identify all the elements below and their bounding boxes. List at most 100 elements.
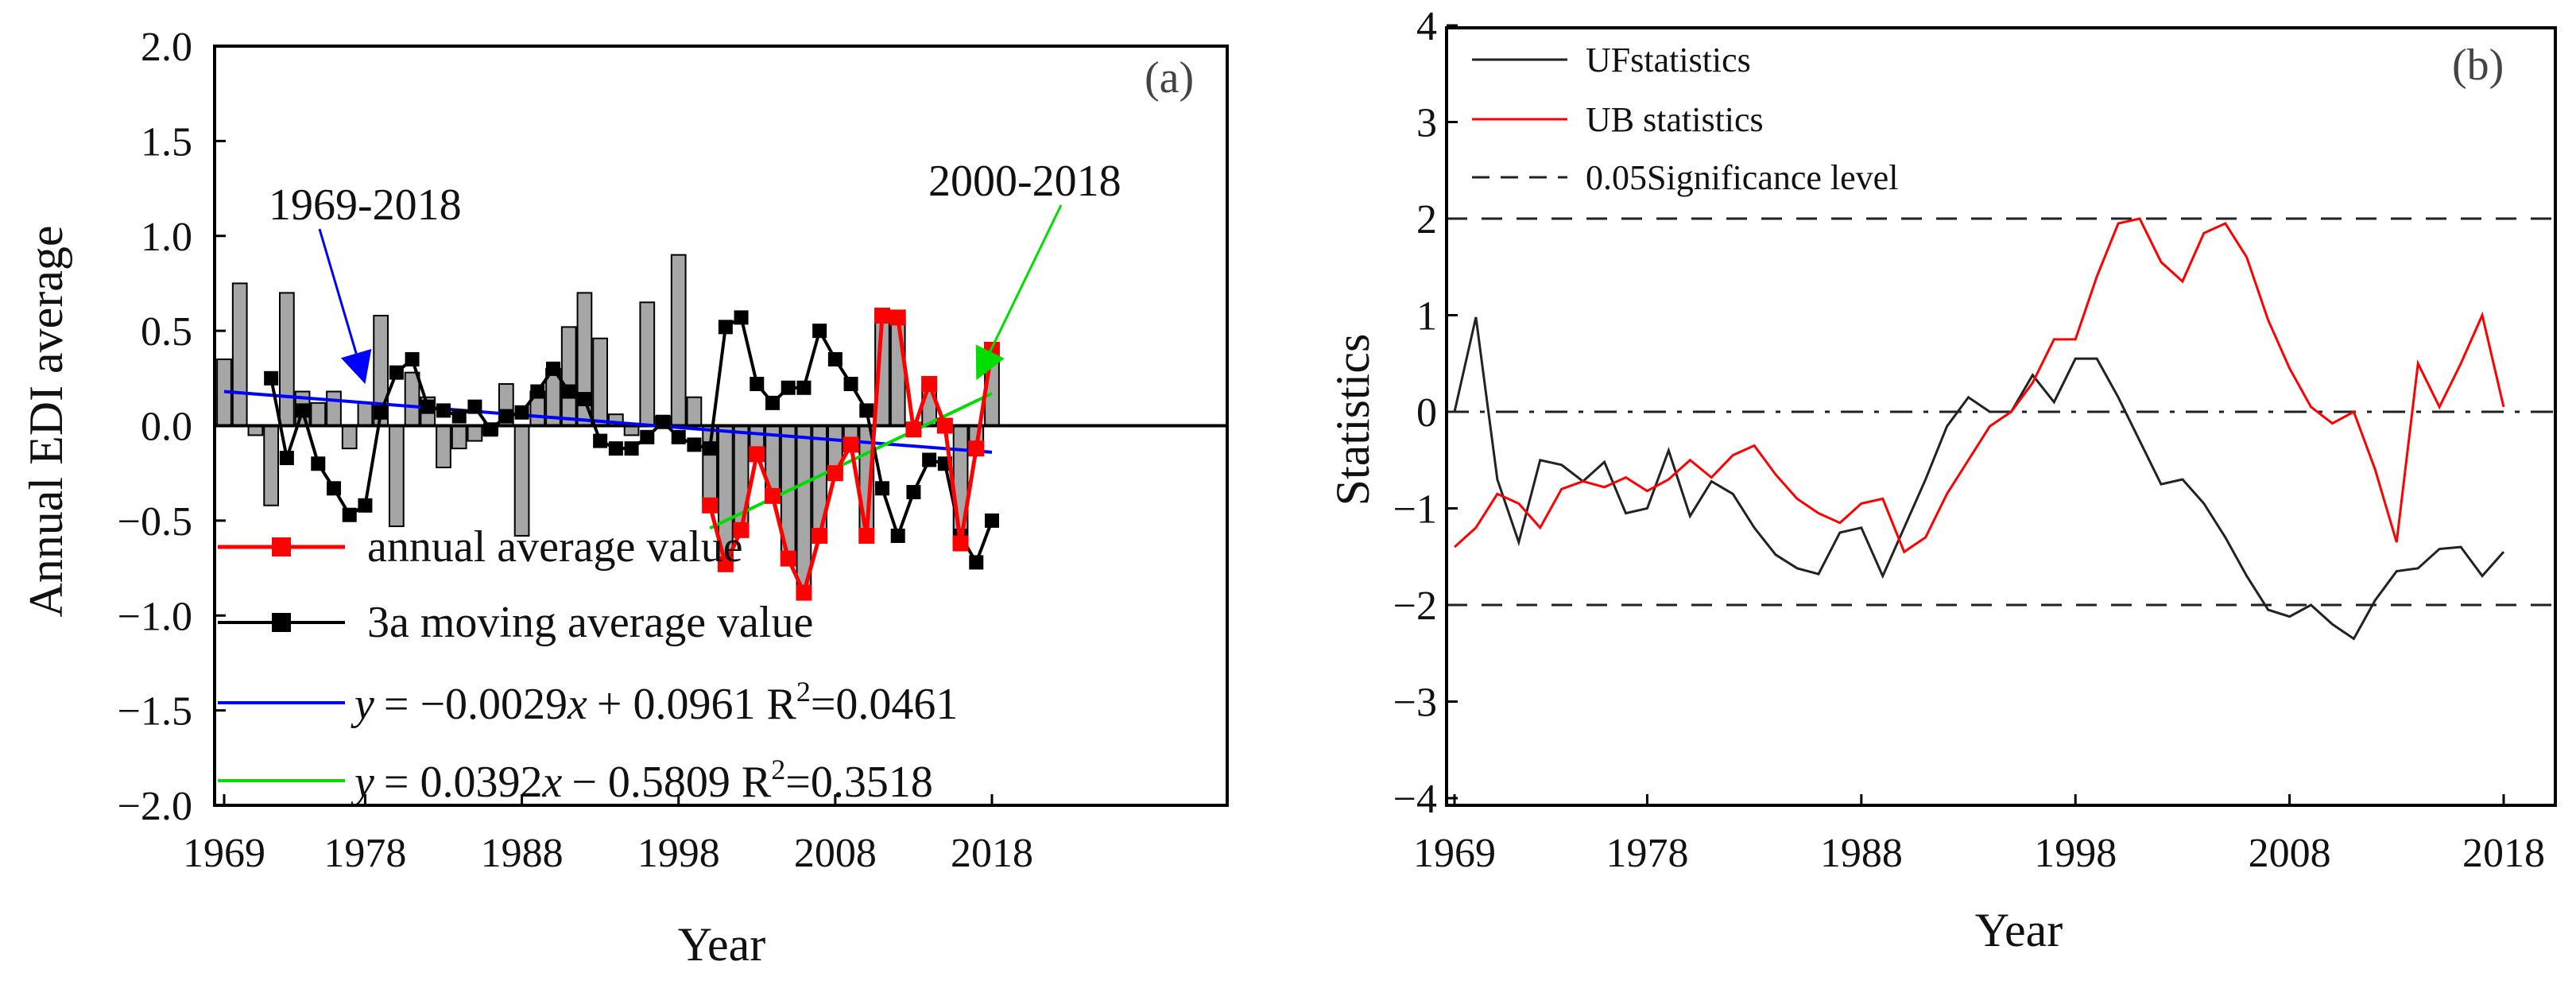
panel-b-x-tick-label: 2018	[2462, 831, 2545, 876]
panel-b-y-tick-label: −4	[1393, 777, 1437, 822]
panel-a-ylabel: Annual EDI average	[20, 225, 72, 617]
edi-bar	[560, 326, 577, 427]
panel-a-x-tick-label: 1978	[323, 831, 406, 876]
edi-bar	[404, 371, 420, 427]
panel-b-frame	[1445, 26, 2557, 807]
moving-average-marker	[687, 437, 702, 452]
panel-a-xlabel: Year	[678, 918, 766, 971]
legend-uf: UFstatistics	[1472, 41, 1751, 79]
annual-average-marker	[733, 522, 750, 538]
annual-average-marker	[780, 550, 796, 567]
moving-average-marker	[436, 403, 451, 418]
panel-a-x-tick-label: 1988	[481, 831, 564, 876]
moving-average-marker	[734, 310, 749, 325]
annotation-1969-2018: 1969-2018	[269, 180, 462, 384]
moving-average-marker	[389, 365, 404, 380]
moving-average-marker	[781, 380, 796, 395]
annual-average-marker	[812, 527, 828, 544]
panel-b-x-tick-label: 1988	[1820, 831, 1903, 876]
annual-average-marker	[858, 527, 875, 544]
panel-a-y-tick-label: −2.0	[118, 784, 192, 829]
moving-average-marker	[483, 422, 498, 437]
panel-a-legend: annual average value 3a moving average v…	[218, 522, 958, 807]
legend-uf-label: UFstatistics	[1586, 41, 1751, 79]
panel-b-y-tick-label: 2	[1416, 197, 1437, 242]
edi-bar	[889, 316, 906, 427]
annual-average-marker	[749, 446, 765, 463]
moving-average-marker	[420, 399, 436, 414]
panel-a-y-tick-label: 1.0	[141, 215, 192, 260]
moving-average-marker	[890, 528, 905, 543]
panel-b-x-tick-label: 1969	[1413, 831, 1496, 876]
annual-average-marker	[921, 375, 938, 392]
legend-ub: UB statistics	[1472, 100, 1764, 139]
moving-average-marker	[546, 361, 560, 376]
annotation-1969-2018-text: 1969-2018	[269, 180, 462, 230]
edi-bar	[467, 425, 483, 442]
panel-b-legend: UFstatistics UB statistics 0.05Significa…	[1472, 41, 1898, 197]
moving-average-marker	[593, 433, 608, 448]
moving-average-marker	[718, 320, 733, 335]
annual-average-marker	[796, 584, 812, 601]
panel-b-ylabel: Statistics	[1327, 334, 1379, 506]
legend-trend-green: y = 0.0392x − 0.5809 R2=0.3518	[218, 754, 933, 807]
moving-average-marker	[358, 498, 373, 513]
legend-annual-average-label: annual average value	[367, 522, 743, 572]
panel-b-y-tick-label: −2	[1393, 584, 1437, 629]
panel-a-y-tick-label: −1.5	[118, 689, 192, 735]
panel-a-y-tick-label: 1.5	[141, 119, 192, 165]
annotation-2000-2018-arrow	[989, 204, 1063, 352]
moving-average-marker	[969, 555, 984, 570]
annual-average-marker	[952, 535, 969, 552]
panel-a-moving-average-markers	[264, 310, 999, 570]
edi-bar	[639, 301, 656, 427]
moving-average-marker	[640, 429, 655, 444]
legend-significance-label: 0.05Significance level	[1586, 158, 1898, 197]
moving-average-marker	[922, 452, 937, 467]
moving-average-marker	[577, 392, 592, 407]
legend-trend-blue-equation: y = −0.0029x + 0.0961 R2=0.0461	[351, 676, 958, 729]
edi-bar	[341, 425, 358, 450]
moving-average-marker	[608, 441, 623, 456]
moving-average-marker	[827, 351, 843, 366]
panel-a-x-tick-label: 1969	[183, 831, 265, 876]
moving-average-marker	[467, 399, 482, 414]
panel-b-y-tick-label: 3	[1416, 101, 1437, 146]
panel-a-y-tick-label: −1.0	[118, 594, 192, 639]
panel-b-y-tick-label: 1	[1416, 294, 1437, 339]
moving-average-marker	[906, 485, 921, 500]
panel-b-y-tick-label: 4	[1416, 4, 1437, 49]
panel-b-label: (b)	[2452, 41, 2504, 90]
annotation-2000-2018-text: 2000-2018	[928, 157, 1121, 206]
annotation-2000-2018-arrowhead	[975, 344, 1005, 381]
panel-a-label: (a)	[1145, 53, 1194, 103]
moving-average-marker	[327, 481, 341, 496]
panel-a-trend-2000-2018	[709, 392, 993, 530]
moving-average-marker	[671, 429, 686, 444]
legend-trend-green-equation: y = 0.0392x − 0.5809 R2=0.3518	[351, 754, 933, 807]
panel-a-x-tick-labels: 1969 1978 1988 1998 2008 2018	[183, 831, 1033, 876]
annual-average-marker	[968, 440, 985, 457]
legend-annual-average: annual average value	[218, 522, 743, 572]
moving-average-marker	[750, 376, 765, 391]
panel-a-y-tick-label: 0.0	[141, 405, 192, 450]
moving-average-marker	[812, 324, 827, 339]
edi-bar	[436, 425, 451, 469]
edi-bar	[388, 425, 405, 528]
panel-b-y-tick-label: 0	[1416, 390, 1437, 436]
panel-b-x-tick-labels: 1969 1978 1988 1998 2008 2018	[1413, 831, 2545, 876]
panel-b-y-tick-label: −1	[1393, 487, 1437, 533]
annotation-1969-2018-arrowhead	[340, 348, 372, 384]
moving-average-marker	[624, 441, 639, 456]
annual-average-marker	[827, 465, 843, 482]
annotation-2000-2018: 2000-2018	[928, 157, 1121, 381]
moving-average-marker	[498, 409, 513, 424]
moving-average-marker	[451, 409, 467, 424]
panel-a-y-tick-label: 0.5	[141, 309, 192, 355]
edi-bar	[278, 292, 295, 427]
panel-b-x-tick-label: 2008	[2249, 831, 2331, 876]
panel-a-trend-1969-2018	[223, 390, 993, 454]
panel-a-x-tick-label: 2018	[951, 831, 1033, 876]
edi-bar	[952, 425, 969, 545]
